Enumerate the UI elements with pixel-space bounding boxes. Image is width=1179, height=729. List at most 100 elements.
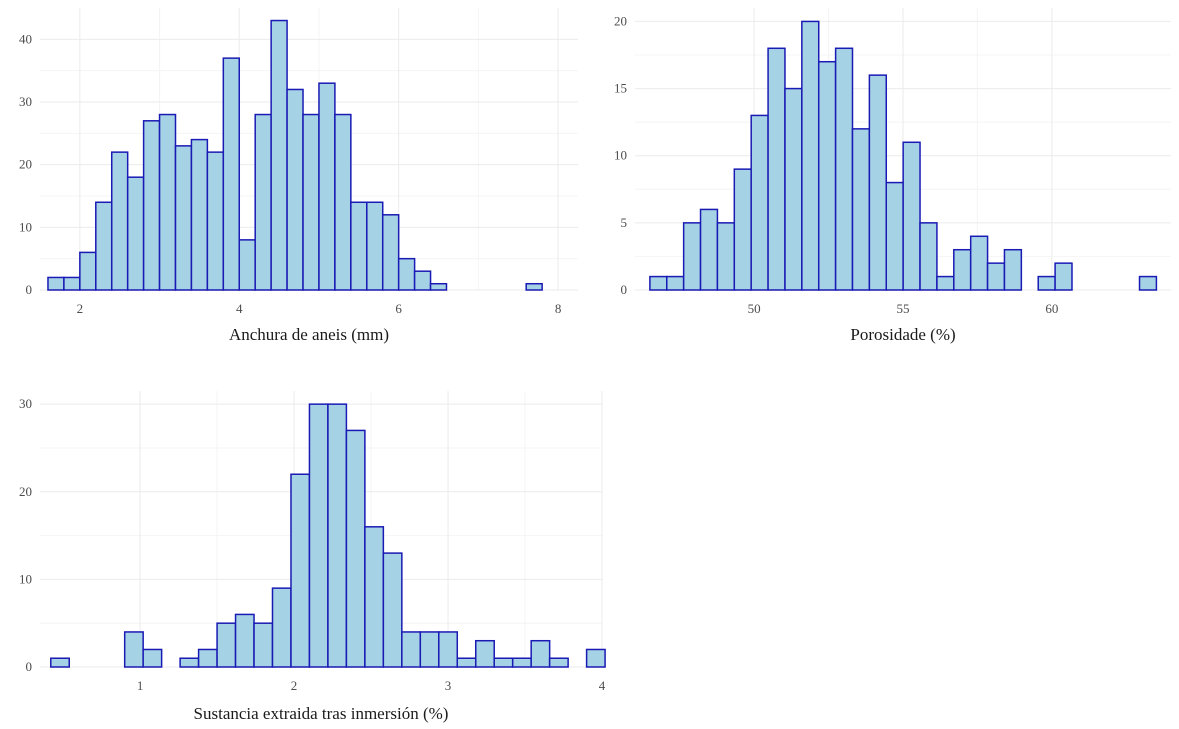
histogram-bar [530, 639, 551, 668]
histogram-bar [126, 176, 145, 291]
histogram-bar [334, 113, 352, 291]
histogram-bar [936, 275, 955, 291]
histogram-bar [123, 631, 144, 668]
y-tick-label: 30 [19, 396, 32, 411]
histogram-bar [397, 257, 416, 291]
x-tick-label: 2 [77, 301, 84, 316]
histogram-bar [254, 113, 272, 291]
histogram-bar [456, 657, 477, 668]
histogram-bar [413, 270, 432, 291]
histogram-bar [767, 47, 786, 291]
histogram-bar [142, 120, 161, 291]
histogram-bar [716, 222, 736, 291]
histogram-bar [345, 429, 366, 668]
histogram-bar [47, 276, 65, 291]
histogram-bar [271, 587, 292, 668]
histogram-bar [253, 622, 274, 668]
histogram-bar [1003, 248, 1023, 291]
y-tick-label: 15 [614, 81, 627, 96]
histogram-bar [817, 60, 837, 291]
histogram-bar [270, 19, 288, 291]
histogram-bar [801, 20, 820, 291]
histogram-bar [158, 113, 177, 291]
histogram-bar [79, 251, 97, 291]
histogram-porosity: 0 5 10 15 20 50 55 60 Porosidade (%) [595, 0, 1179, 350]
histogram-bar [308, 403, 329, 668]
y-tick-label: 0 [621, 282, 628, 297]
histogram-bar [234, 613, 255, 668]
histogram-porosity-plot: 0 5 10 15 20 50 55 60 Porosidade (%) [614, 8, 1171, 344]
x-tick-label: 4 [599, 678, 606, 693]
histogram-bar [585, 648, 606, 668]
histogram-bar [493, 657, 514, 668]
histogram-extracted-substance-plot: 0 10 20 30 1 2 3 4 Sustancia extraida tras inme… [19, 391, 606, 723]
histogram-bar [969, 235, 989, 291]
x-tick-label: 4 [236, 301, 243, 316]
histogram-bar [179, 657, 200, 668]
x-axis-title: Porosidade (%) [850, 325, 955, 344]
histogram-bar [327, 403, 348, 668]
histogram-bar [919, 222, 938, 291]
histogram-bar [1138, 275, 1158, 291]
histogram-bar [438, 631, 459, 668]
histogram-bar [511, 657, 532, 668]
x-tick-label: 6 [395, 301, 402, 316]
histogram-bar [222, 57, 241, 291]
histogram-bar [868, 74, 888, 291]
histogram-bar [63, 276, 81, 291]
histogram-bar [953, 248, 972, 291]
x-tick-label: 8 [555, 301, 562, 316]
x-axis-title: Anchura de aneis (mm) [229, 325, 389, 344]
histogram-bar [1037, 275, 1056, 291]
histogram-ring-width: 0 10 20 30 40 2 4 6 8 Anchura de aneis (mm) [0, 0, 585, 350]
histogram-bar [419, 631, 440, 668]
histogram-bar [885, 181, 904, 291]
histogram-bar [364, 526, 385, 668]
y-tick-label: 20 [19, 484, 32, 499]
histogram-ring-width-plot: 0 10 20 30 40 2 4 6 8 Anchura de aneis (mm) [19, 8, 578, 344]
histogram-bar [784, 87, 803, 291]
x-tick-label: 3 [445, 678, 452, 693]
histogram-bar [206, 151, 225, 291]
x-tick-label: 50 [748, 301, 761, 316]
histogram-bar [1054, 262, 1073, 291]
histogram-bar [318, 82, 336, 291]
histogram-bar [142, 648, 163, 668]
y-tick-label: 30 [19, 94, 32, 109]
histogram-bar [649, 275, 668, 291]
y-tick-label: 40 [19, 31, 32, 46]
histogram-bar [290, 473, 311, 668]
histogram-bar [50, 657, 71, 668]
histogram-bar [682, 222, 702, 291]
histogram-bar [986, 262, 1006, 291]
histogram-bar [366, 201, 384, 291]
histogram-bar [174, 145, 193, 291]
histogram-bar [851, 128, 871, 291]
histogram-bar [474, 639, 495, 668]
x-tick-label: 2 [291, 678, 298, 693]
histogram-bar [750, 114, 769, 291]
histogram-bar [699, 208, 719, 291]
histogram-bar [216, 622, 237, 668]
y-tick-label: 20 [614, 13, 627, 28]
histogram-bar [666, 275, 685, 291]
x-axis-title: Sustancia extraida tras inmersión (%) [194, 704, 449, 723]
x-tick-label: 55 [897, 301, 910, 316]
histogram-bar [429, 282, 448, 291]
histogram-bar [525, 282, 543, 291]
y-tick-label: 5 [621, 215, 628, 230]
histogram-bar [350, 201, 368, 291]
histogram-bar [381, 214, 400, 291]
histogram-bar [95, 201, 113, 291]
y-tick-label: 10 [19, 571, 32, 586]
histogram-bar [548, 657, 569, 668]
y-tick-label: 0 [26, 659, 33, 674]
histogram-bar [401, 631, 422, 668]
histogram-bar [902, 141, 921, 291]
histogram-bar [197, 648, 218, 668]
histogram-bar [110, 151, 129, 291]
histogram-bar [302, 113, 320, 291]
histogram-bar [238, 239, 256, 291]
y-tick-label: 20 [19, 157, 32, 172]
histogram-bar [190, 138, 209, 291]
